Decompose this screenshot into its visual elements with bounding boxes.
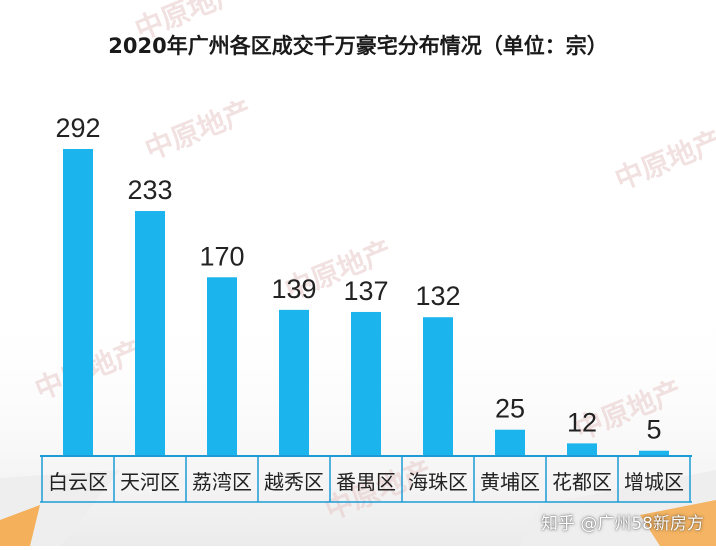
- bar: [207, 277, 237, 456]
- value-label: 233: [127, 175, 172, 205]
- bar-series: [63, 149, 669, 456]
- value-label: 5: [646, 415, 661, 445]
- value-label: 132: [415, 281, 460, 311]
- value-label: 139: [271, 274, 316, 304]
- accent-triangle: [0, 505, 40, 546]
- value-label: 292: [55, 113, 100, 143]
- bar: [639, 450, 669, 456]
- watermark-text: 中原地产: [610, 124, 716, 197]
- bar: [63, 149, 93, 456]
- bar: [279, 309, 309, 456]
- bar: [495, 429, 525, 456]
- value-label: 12: [567, 407, 597, 437]
- value-labels: 292 233 170 139 137 132 25 12 5: [55, 113, 661, 445]
- value-label: 170: [199, 241, 244, 271]
- category-labels: 白云区 天河区 荔湾区 越秀区 番禺区 海珠区 黄埔区 花都区 增城区: [48, 470, 684, 494]
- category-label: 增城区: [624, 470, 684, 494]
- accent-triangle: [640, 500, 716, 546]
- category-label: 越秀区: [264, 470, 324, 494]
- bar: [423, 317, 453, 456]
- bar: [567, 443, 597, 456]
- watermark-text: 中原地产: [140, 94, 256, 167]
- category-label: 番禺区: [336, 470, 396, 494]
- category-label: 白云区: [48, 470, 108, 494]
- category-label: 黄埔区: [480, 470, 540, 494]
- category-label: 荔湾区: [192, 470, 252, 494]
- category-label: 天河区: [120, 470, 180, 494]
- bar: [351, 311, 381, 456]
- value-label: 25: [495, 394, 525, 424]
- category-label: 花都区: [552, 470, 612, 494]
- chart-title: 2020年广州各区成交千万豪宅分布情况（单位：宗）: [108, 34, 608, 58]
- source-credit: 知乎 @广州58新房方: [540, 514, 704, 534]
- value-label: 137: [343, 276, 388, 306]
- bar: [135, 211, 165, 456]
- x-axis: [40, 455, 692, 503]
- category-label: 海珠区: [408, 470, 468, 494]
